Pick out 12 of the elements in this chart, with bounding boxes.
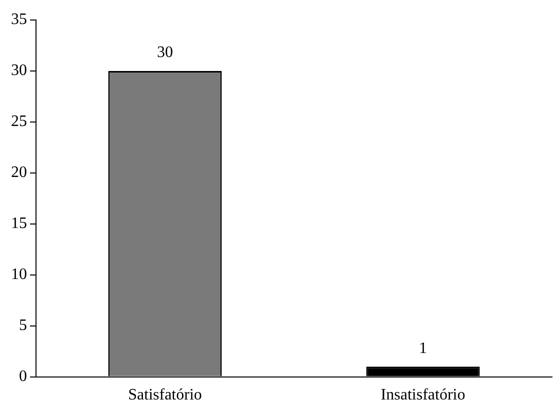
y-tick-label: 20	[11, 164, 27, 182]
y-tick-label: 25	[11, 113, 27, 130]
y-tick-label: 15	[11, 215, 27, 232]
y-tick-label: 35	[11, 11, 27, 28]
x-tick-label: Insatisfatório	[380, 386, 466, 404]
data-label: 1	[419, 340, 427, 357]
y-tick-label: 10	[11, 266, 27, 284]
y-tick-label: 30	[11, 62, 27, 80]
y-tick-label: 0	[19, 368, 27, 386]
data-label: 30	[157, 44, 173, 62]
y-tick-label: 5	[19, 317, 27, 334]
x-tick-label: Satisfatório	[128, 386, 202, 404]
